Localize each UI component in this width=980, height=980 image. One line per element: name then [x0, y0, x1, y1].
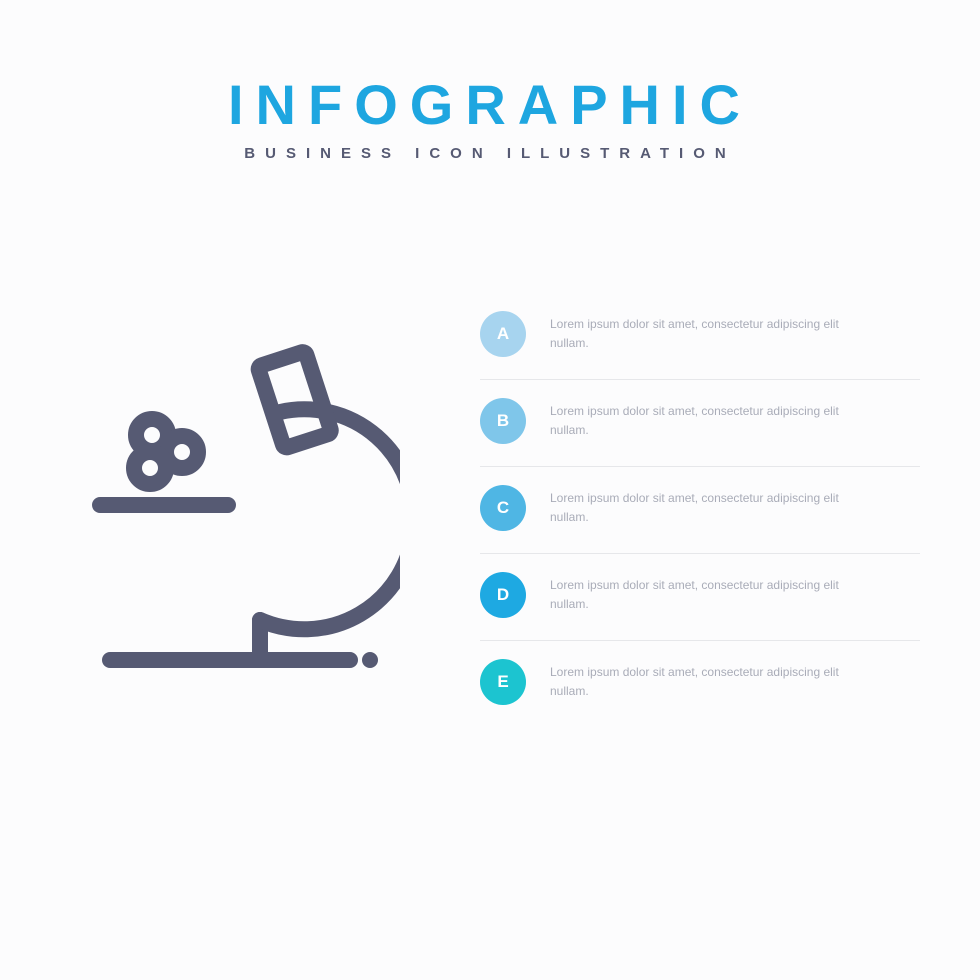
- step-d-text: Lorem ipsum dolor sit amet, consectetur …: [550, 576, 870, 614]
- page-subtitle: BUSINESS ICON ILLUSTRATION: [0, 145, 980, 162]
- bullet-e: E: [480, 659, 526, 705]
- page-title: INFOGRAPHIC: [0, 72, 980, 137]
- step-c-text: Lorem ipsum dolor sit amet, consectetur …: [550, 489, 870, 527]
- bullet-b: B: [480, 398, 526, 444]
- header: INFOGRAPHIC BUSINESS ICON ILLUSTRATION: [0, 0, 980, 162]
- step-c: C Lorem ipsum dolor sit amet, consectetu…: [480, 467, 920, 554]
- step-e: E Lorem ipsum dolor sit amet, consectetu…: [480, 641, 920, 727]
- step-a-text: Lorem ipsum dolor sit amet, consectetur …: [550, 315, 870, 353]
- steps-list: A Lorem ipsum dolor sit amet, consectetu…: [480, 293, 980, 727]
- step-d: D Lorem ipsum dolor sit amet, consectetu…: [480, 554, 920, 641]
- step-b-text: Lorem ipsum dolor sit amet, consectetur …: [550, 402, 870, 440]
- bullet-c: C: [480, 485, 526, 531]
- step-b: B Lorem ipsum dolor sit amet, consectetu…: [480, 380, 920, 467]
- content: A Lorem ipsum dolor sit amet, consectetu…: [0, 270, 980, 750]
- microscope-icon: [0, 270, 480, 750]
- bullet-d: D: [480, 572, 526, 618]
- bullet-a: A: [480, 311, 526, 357]
- step-a: A Lorem ipsum dolor sit amet, consectetu…: [480, 293, 920, 380]
- step-e-text: Lorem ipsum dolor sit amet, consectetur …: [550, 663, 870, 701]
